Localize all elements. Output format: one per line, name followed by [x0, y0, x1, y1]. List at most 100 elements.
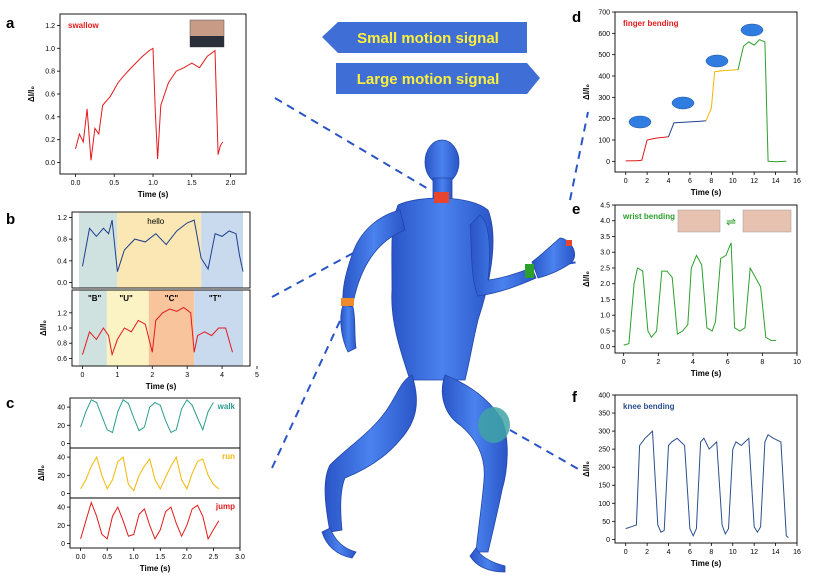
y-tick-label: 40 [57, 505, 65, 512]
y-tick-label: 3.0 [600, 250, 610, 257]
panel-letter-f: f [572, 389, 578, 406]
x-tick-label: 0.5 [109, 180, 119, 187]
x-tick-label: 5 [255, 372, 259, 379]
y-tick-label: 50 [602, 519, 610, 526]
x-tick-label: 4 [220, 372, 224, 379]
y-axis-label-a: ΔI/I₀ [27, 86, 36, 102]
y-tick-label: 100 [598, 138, 610, 145]
y-tick-label: 0 [61, 541, 65, 548]
swap-arrow-icon: ⇌ [726, 215, 736, 229]
c-series-label-run: run [222, 452, 235, 461]
y-tick-label: 3.5 [600, 234, 610, 241]
y-tick-label: 700 [598, 10, 610, 17]
x-axis-label-b-bottom: Time (s) [146, 382, 177, 391]
x-tick-label: 10 [729, 178, 737, 185]
x-axis-label-a: Time (s) [138, 190, 169, 199]
series-line-c-run [80, 455, 220, 492]
panel-letter-e: e [572, 201, 580, 218]
b-bottom-region-2 [148, 290, 195, 366]
x-tick-label: 8 [709, 549, 713, 556]
axes-frame-f [614, 394, 798, 544]
y-tick-label: 1.2 [57, 215, 67, 222]
x-tick-label: 3.0 [235, 554, 245, 561]
chart-panel-a: 0.0 0.5 1.0 1.5 2.0 0.0 0.2 0.4 0.6 0.8 1.0 1.2 swal… [27, 19, 236, 199]
x-axis-label-d: Time (s) [691, 188, 722, 197]
x-tick-label: 1.5 [155, 554, 165, 561]
x-tick-label: 2 [150, 372, 154, 379]
y-tick-label: 1.2 [45, 23, 55, 30]
y-tick-label: 0.6 [45, 92, 55, 99]
y-tick-label: 0.4 [45, 114, 55, 121]
b-letter-label: "B" [88, 294, 102, 303]
c-subplot-frame [69, 497, 241, 549]
x-tick-label: 2.5 [209, 554, 219, 561]
y-tick-label: 600 [598, 31, 610, 38]
y-tick-label: 250 [598, 447, 610, 454]
sensor-markers [341, 192, 572, 443]
x-tick-label: 12 [750, 178, 758, 185]
y-tick-label: 300 [598, 95, 610, 102]
series-line-a-0 [75, 47, 224, 161]
panel-letter-d: d [572, 9, 581, 26]
y-tick-label: 0.5 [600, 328, 610, 335]
series-line-d-1 [668, 120, 707, 137]
y-tick-label: 1.2 [57, 310, 67, 317]
x-tick-label: 8 [709, 178, 713, 185]
small-motion-banner: Small motion signal [322, 22, 527, 53]
c-subplot-frame [69, 447, 241, 499]
x-tick-label: 0 [622, 359, 626, 366]
y-tick-label: 0 [606, 159, 610, 166]
y-tick-label: 0.6 [57, 356, 67, 363]
b-top-region-1 [117, 212, 202, 288]
b-bottom-region-1 [106, 290, 149, 366]
y-tick-label: 20 [57, 423, 65, 430]
x-tick-label: 14 [772, 549, 780, 556]
figure-left-foot [321, 527, 357, 559]
panel-letter-c: c [6, 395, 14, 412]
c-series-label-jump: jump [215, 502, 235, 511]
figure-right-leg [441, 374, 508, 553]
axes-frame-a [59, 13, 247, 175]
y-tick-label: 0.8 [57, 237, 67, 244]
wrist-photo-bent [677, 209, 721, 233]
charts-layer: 0.0 0.5 1.0 1.5 2.0 0.0 0.2 0.4 0.6 0.8 1.0 1.2 swal… [27, 10, 801, 574]
series-line-b-top-0 [82, 219, 244, 272]
series-line-c-jump [80, 500, 220, 541]
c-subplot-frame [69, 397, 241, 449]
chart-title-e: wrist bending [622, 212, 675, 221]
series-line-b-bottom-0 [82, 306, 233, 357]
x-tick-label: 8 [760, 359, 764, 366]
hand-pose-icon [671, 96, 695, 110]
knee-sensor [478, 407, 510, 443]
figure-right-hand [531, 237, 576, 279]
chart-panel-e: 0 2 4 6 8 10 0.0 0.5 1.0 1.5 2.0 2.5 3.0 3.5 4.0 4.5 wri… [582, 203, 801, 379]
x-tick-label: 10 [729, 549, 737, 556]
y-tick-label: 2.5 [600, 265, 610, 272]
y-tick-label: 4.5 [600, 203, 610, 210]
x-tick-label: 4 [691, 359, 695, 366]
y-tick-label: 20 [57, 473, 65, 480]
y-tick-label: 1.5 [600, 297, 610, 304]
y-axis-label-e: ΔI/I₀ [582, 271, 591, 287]
b-letter-label: "T" [209, 294, 222, 303]
figure-right-foot [469, 547, 506, 573]
y-tick-label: 20 [57, 523, 65, 530]
x-tick-label: 0.0 [71, 180, 81, 187]
x-tick-label: 1.5 [187, 180, 197, 187]
chart-panel-d: 0 2 4 6 8 10 12 14 16 0 100 200 300 400 500 600 700 finge… [582, 10, 801, 198]
x-tick-label: 0.0 [76, 554, 86, 561]
series-line-d-2 [705, 69, 739, 121]
figure-left-leg [324, 374, 417, 533]
y-tick-label: 1.0 [45, 46, 55, 53]
x-tick-label: 0.5 [102, 554, 112, 561]
b-bottom-region-0 [78, 290, 107, 366]
x-tick-label: 2.0 [226, 180, 236, 187]
y-tick-label: 40 [57, 455, 65, 462]
y-axis-label-b-bottom: ΔI/I₀ [39, 320, 48, 336]
panel-letter-b: b [6, 211, 15, 228]
panel-letter-a: a [6, 15, 15, 32]
y-tick-label: 1.0 [600, 313, 610, 320]
chart-panel-f: 0 2 4 6 8 10 12 14 16 0 50 100 150 200 250 300 350 400 kne… [582, 393, 801, 569]
y-axis-label-c: ΔI/I₀ [37, 465, 46, 481]
